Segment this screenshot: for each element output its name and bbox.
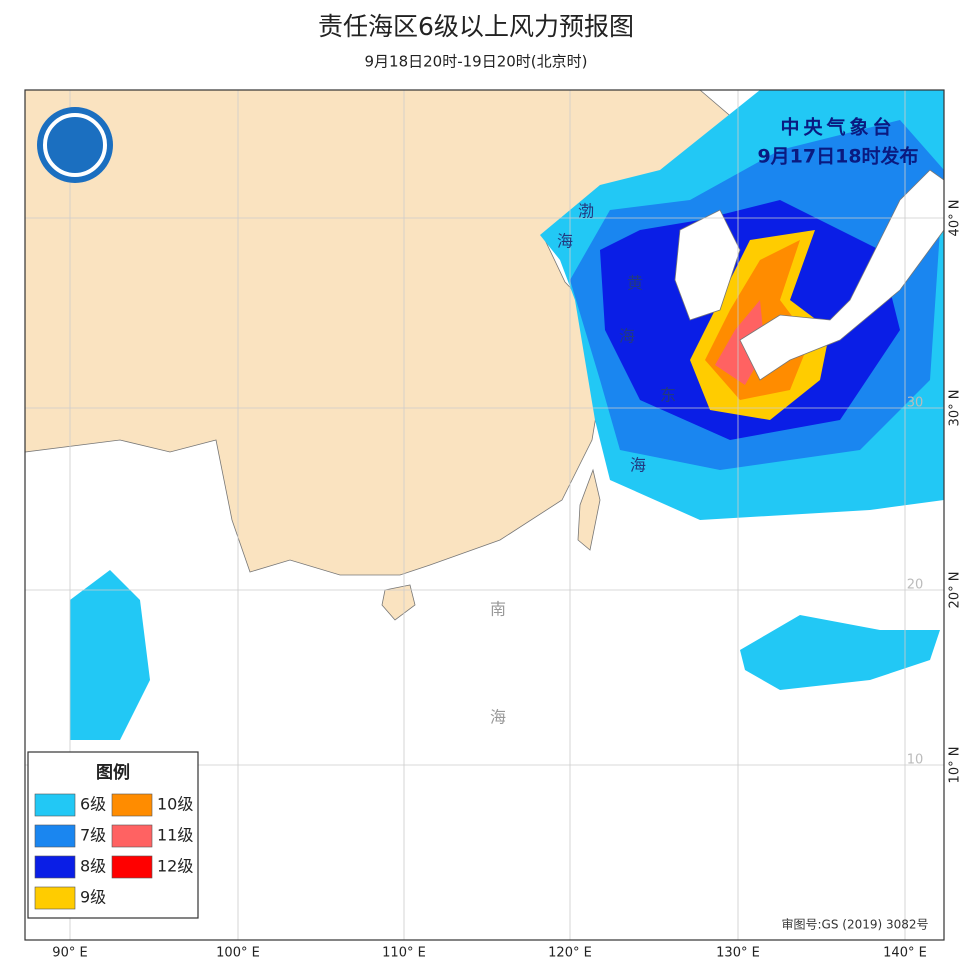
inner-latitude-label: 10 bbox=[907, 753, 924, 768]
legend-label: 9级 bbox=[80, 888, 106, 907]
legend-label: 11级 bbox=[157, 826, 193, 845]
sea-label: 海 bbox=[557, 232, 573, 251]
title: 责任海区6级以上风力预报图 bbox=[318, 12, 634, 41]
sea-label: 海 bbox=[490, 708, 506, 727]
latitude-label: 20° N bbox=[948, 572, 963, 609]
sea-label: 海 bbox=[619, 327, 635, 346]
hainan bbox=[381, 584, 416, 621]
sea-label: 黄 bbox=[627, 274, 643, 293]
subtitle: 9月18日20时-19日20时(北京时) bbox=[364, 53, 587, 71]
longitude-label: 110° E bbox=[382, 946, 426, 961]
legend-swatch bbox=[34, 793, 76, 817]
taiwan bbox=[577, 468, 601, 551]
korea bbox=[674, 209, 741, 321]
approval: 审图号:GS (2019) 3082号 bbox=[781, 917, 928, 932]
longitude-label: 140° E bbox=[883, 946, 927, 961]
legend-swatch bbox=[111, 855, 153, 879]
legend-label: 10级 bbox=[157, 795, 193, 814]
legend-swatch bbox=[34, 824, 76, 848]
legend-label: 12级 bbox=[157, 857, 193, 876]
logo bbox=[37, 107, 113, 183]
legend-label: 8级 bbox=[80, 857, 106, 876]
longitude-label: 130° E bbox=[716, 946, 760, 961]
wind-zone bbox=[740, 615, 940, 690]
latitude-label: 40° N bbox=[948, 200, 963, 237]
legend-swatch bbox=[111, 793, 153, 817]
inner-latitude-label: 30 bbox=[907, 396, 924, 411]
legend-title: 图例 bbox=[96, 762, 130, 783]
sea-label: 海 bbox=[630, 456, 646, 475]
map-area bbox=[24, 89, 945, 941]
sea-label: 东 bbox=[660, 386, 676, 405]
japan bbox=[739, 169, 945, 381]
issuer-name: 中央气象台 bbox=[780, 116, 895, 139]
map-frame bbox=[24, 89, 945, 941]
legend-swatch bbox=[34, 886, 76, 910]
legend-label: 6级 bbox=[80, 795, 106, 814]
legend-swatch bbox=[111, 824, 153, 848]
latitude-label: 10° N bbox=[948, 747, 963, 784]
sea-label: 渤 bbox=[578, 202, 594, 221]
logo-ring bbox=[43, 113, 107, 177]
latitude-label: 30° N bbox=[948, 390, 963, 427]
legend: 图例 6级 7级 8级 9级 10级 11级 12级 bbox=[27, 751, 199, 919]
longitude-label: 90° E bbox=[52, 946, 87, 961]
issuer-time: 9月17日18时发布 bbox=[757, 145, 918, 168]
legend-swatch bbox=[34, 855, 76, 879]
legend-label: 7级 bbox=[80, 826, 106, 845]
inner-latitude-label: 20 bbox=[907, 578, 924, 593]
longitude-label: 100° E bbox=[216, 946, 260, 961]
sea-label: 南 bbox=[490, 600, 506, 619]
wind-zone bbox=[70, 570, 150, 740]
longitude-label: 120° E bbox=[548, 946, 592, 961]
